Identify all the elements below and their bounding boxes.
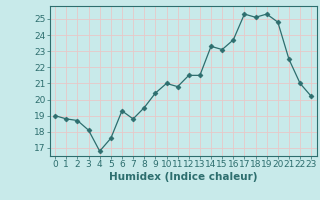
X-axis label: Humidex (Indice chaleur): Humidex (Indice chaleur) [109,172,258,182]
